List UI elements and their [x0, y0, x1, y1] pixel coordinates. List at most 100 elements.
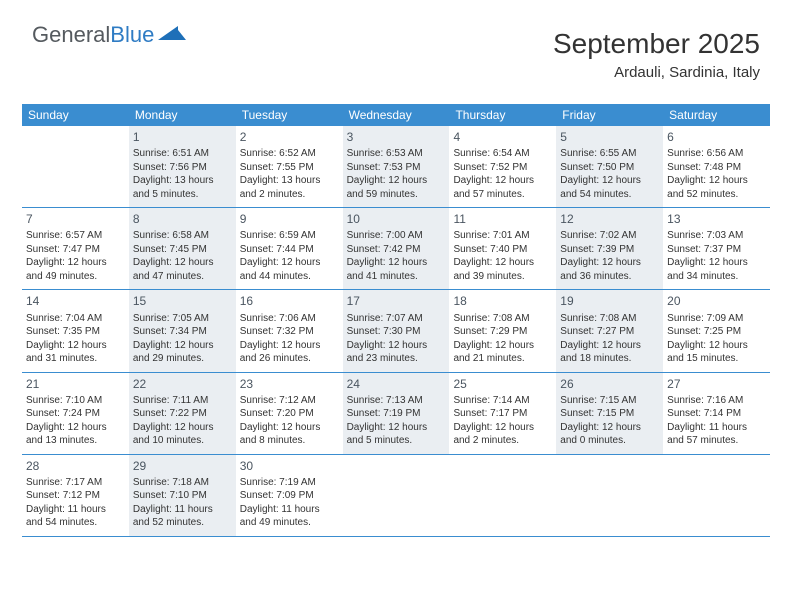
day-info-line: Daylight: 11 hours and 54 minutes. — [26, 503, 125, 530]
day-number: 15 — [133, 293, 232, 309]
day-info-line: Daylight: 12 hours and 5 minutes. — [347, 421, 446, 448]
day-info-line: Daylight: 12 hours and 47 minutes. — [133, 256, 232, 283]
day-info-line: Sunrise: 7:01 AM — [453, 229, 552, 243]
dow-cell: Thursday — [449, 104, 556, 126]
week-row: 28Sunrise: 7:17 AMSunset: 7:12 PMDayligh… — [22, 455, 770, 537]
day-info-line: Daylight: 13 hours and 5 minutes. — [133, 174, 232, 201]
logo-text: GeneralBlue — [32, 22, 154, 48]
logo-text-gray: General — [32, 22, 110, 47]
day-info-line: Daylight: 12 hours and 54 minutes. — [560, 174, 659, 201]
day-info-line: Sunset: 7:40 PM — [453, 243, 552, 257]
day-info-line: Daylight: 11 hours and 52 minutes. — [133, 503, 232, 530]
day-info-line: Sunset: 7:27 PM — [560, 325, 659, 339]
day-number: 30 — [240, 458, 339, 474]
day-cell — [663, 455, 770, 536]
day-info-line: Sunrise: 7:18 AM — [133, 476, 232, 490]
day-cell — [556, 455, 663, 536]
day-cell: 6Sunrise: 6:56 AMSunset: 7:48 PMDaylight… — [663, 126, 770, 207]
day-info-line: Sunrise: 7:09 AM — [667, 312, 766, 326]
day-cell: 15 Sunrise: 7:05 AMSunset: 7:34 PMDayligh… — [129, 290, 236, 371]
week-row: 14Sunrise: 7:04 AMSunset: 7:35 PMDayligh… — [22, 290, 770, 372]
day-number: 26 — [560, 376, 659, 392]
day-cell: 19Sunrise: 7:08 AMSunset: 7:27 PMDayligh… — [556, 290, 663, 371]
day-info-line: Sunset: 7:45 PM — [133, 243, 232, 257]
day-number: 23 — [240, 376, 339, 392]
day-cell: 7Sunrise: 6:57 AMSunset: 7:47 PMDaylight… — [22, 208, 129, 289]
day-info-line: Sunset: 7:53 PM — [347, 161, 446, 175]
day-cell: 28Sunrise: 7:17 AMSunset: 7:12 PMDayligh… — [22, 455, 129, 536]
day-info-line: Sunrise: 7:08 AM — [453, 312, 552, 326]
day-number: 4 — [453, 129, 552, 145]
day-cell: 2Sunrise: 6:52 AMSunset: 7:55 PMDaylight… — [236, 126, 343, 207]
day-info-line: Sunset: 7:20 PM — [240, 407, 339, 421]
day-cell: 12Sunrise: 7:02 AMSunset: 7:39 PMDayligh… — [556, 208, 663, 289]
day-info-line: Daylight: 12 hours and 49 minutes. — [26, 256, 125, 283]
day-info-line: Sunrise: 7:08 AM — [560, 312, 659, 326]
day-cell: 10Sunrise: 7:00 AMSunset: 7:42 PMDayligh… — [343, 208, 450, 289]
day-info-line: Sunrise: 6:55 AM — [560, 147, 659, 161]
day-info-line: Sunrise: 6:52 AM — [240, 147, 339, 161]
day-info-line: Sunset: 7:48 PM — [667, 161, 766, 175]
day-info-line: Daylight: 12 hours and 0 minutes. — [560, 421, 659, 448]
day-info-line: Daylight: 12 hours and 52 minutes. — [667, 174, 766, 201]
logo-triangle-icon — [158, 24, 186, 47]
day-info-line: Daylight: 12 hours and 21 minutes. — [453, 339, 552, 366]
day-info-line: Sunrise: 7:12 AM — [240, 394, 339, 408]
day-info-line: Sunset: 7:47 PM — [26, 243, 125, 257]
day-number: 29 — [133, 458, 232, 474]
day-info-line: Sunrise: 7:00 AM — [347, 229, 446, 243]
day-number: 19 — [560, 293, 659, 309]
day-info-line: Sunset: 7:24 PM — [26, 407, 125, 421]
day-info-line: Sunrise: 7:16 AM — [667, 394, 766, 408]
day-number: 5 — [560, 129, 659, 145]
day-number: 13 — [667, 211, 766, 227]
dow-cell: Saturday — [663, 104, 770, 126]
day-cell: 3Sunrise: 6:53 AMSunset: 7:53 PMDaylight… — [343, 126, 450, 207]
day-info-line: Sunrise: 7:15 AM — [560, 394, 659, 408]
day-info-line: Sunrise: 6:58 AM — [133, 229, 232, 243]
day-info-line: Daylight: 12 hours and 10 minutes. — [133, 421, 232, 448]
dow-cell: Wednesday — [343, 104, 450, 126]
day-number: 25 — [453, 376, 552, 392]
day-info-line: Daylight: 12 hours and 36 minutes. — [560, 256, 659, 283]
day-cell: 29 Sunrise: 7:18 AMSunset: 7:10 PMDayligh… — [129, 455, 236, 536]
day-number: 1 — [133, 129, 232, 145]
day-cell: 24Sunrise: 7:13 AMSunset: 7:19 PMDayligh… — [343, 373, 450, 454]
day-number: 12 — [560, 211, 659, 227]
day-info-line: Sunset: 7:10 PM — [133, 489, 232, 503]
day-info-line: Daylight: 12 hours and 23 minutes. — [347, 339, 446, 366]
day-cell: 25Sunrise: 7:14 AMSunset: 7:17 PMDayligh… — [449, 373, 556, 454]
day-info-line: Daylight: 11 hours and 49 minutes. — [240, 503, 339, 530]
day-info-line: Sunrise: 6:54 AM — [453, 147, 552, 161]
dow-cell: Sunday — [22, 104, 129, 126]
day-info-line: Sunrise: 7:03 AM — [667, 229, 766, 243]
day-info-line: Sunrise: 7:06 AM — [240, 312, 339, 326]
day-cell: 1Sunrise: 6:51 AMSunset: 7:56 PMDaylight… — [129, 126, 236, 207]
day-cell: 17Sunrise: 7:07 AMSunset: 7:30 PMDayligh… — [343, 290, 450, 371]
day-cell: 4Sunrise: 6:54 AMSunset: 7:52 PMDaylight… — [449, 126, 556, 207]
day-number: 17 — [347, 293, 446, 309]
day-info-line: Daylight: 12 hours and 29 minutes. — [133, 339, 232, 366]
day-number: 24 — [347, 376, 446, 392]
day-info-line: Sunset: 7:44 PM — [240, 243, 339, 257]
dow-cell: Tuesday — [236, 104, 343, 126]
day-info-line: Sunrise: 7:04 AM — [26, 312, 125, 326]
week-row: 7Sunrise: 6:57 AMSunset: 7:47 PMDaylight… — [22, 208, 770, 290]
calendar: SundayMondayTuesdayWednesdayThursdayFrid… — [22, 104, 770, 537]
day-cell: 18Sunrise: 7:08 AMSunset: 7:29 PMDayligh… — [449, 290, 556, 371]
day-cell: 21Sunrise: 7:10 AMSunset: 7:24 PMDayligh… — [22, 373, 129, 454]
day-number: 3 — [347, 129, 446, 145]
day-info-line: Sunrise: 6:57 AM — [26, 229, 125, 243]
day-info-line: Sunset: 7:39 PM — [560, 243, 659, 257]
header-right: September 2025 Ardauli, Sardinia, Italy — [553, 28, 760, 81]
logo-text-blue: Blue — [110, 22, 154, 47]
day-cell: 20Sunrise: 7:09 AMSunset: 7:25 PMDayligh… — [663, 290, 770, 371]
day-info-line: Sunrise: 7:13 AM — [347, 394, 446, 408]
day-info-line: Sunrise: 7:14 AM — [453, 394, 552, 408]
day-cell: 8Sunrise: 6:58 AMSunset: 7:45 PMDaylight… — [129, 208, 236, 289]
day-number: 14 — [26, 293, 125, 309]
day-info-line: Sunset: 7:34 PM — [133, 325, 232, 339]
day-cell: 27Sunrise: 7:16 AMSunset: 7:14 PMDayligh… — [663, 373, 770, 454]
day-info-line: Sunrise: 7:05 AM — [133, 312, 232, 326]
day-info-line: Sunrise: 6:51 AM — [133, 147, 232, 161]
